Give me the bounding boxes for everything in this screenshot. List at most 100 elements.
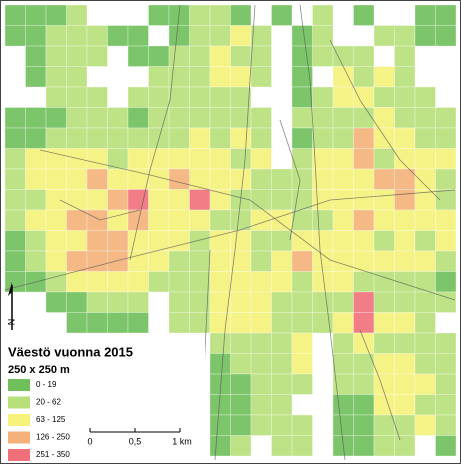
grid-cell bbox=[353, 86, 375, 108]
grid-cell bbox=[414, 107, 436, 129]
grid-cell bbox=[45, 4, 67, 26]
grid-cell bbox=[250, 189, 272, 211]
grid-cell bbox=[250, 25, 272, 47]
grid-cell bbox=[271, 250, 293, 272]
grid-cell bbox=[435, 209, 457, 231]
grid-cell bbox=[168, 312, 190, 334]
north-arrow-head bbox=[8, 282, 12, 296]
grid-cell bbox=[189, 148, 211, 170]
grid-cell bbox=[209, 66, 231, 88]
grid-cell bbox=[271, 4, 293, 26]
grid-cell bbox=[107, 107, 129, 129]
grid-cell bbox=[435, 148, 457, 170]
grid-cell bbox=[373, 353, 395, 375]
grid-cell bbox=[332, 271, 354, 293]
grid-cell bbox=[332, 107, 354, 129]
grid-cell bbox=[414, 4, 436, 26]
grid-cell bbox=[250, 168, 272, 190]
legend-swatch bbox=[8, 431, 30, 444]
grid-cell bbox=[66, 86, 88, 108]
grid-cell bbox=[332, 250, 354, 272]
grid-cell bbox=[66, 250, 88, 272]
grid-cell bbox=[168, 250, 190, 272]
grid-cell bbox=[414, 250, 436, 272]
grid-cell bbox=[394, 332, 416, 354]
grid-cell bbox=[435, 189, 457, 211]
legend-box bbox=[5, 340, 205, 460]
grid-cell bbox=[189, 86, 211, 108]
grid-cell bbox=[435, 230, 457, 252]
grid-cell bbox=[86, 230, 108, 252]
grid-cell bbox=[127, 45, 149, 67]
grid-cell bbox=[291, 25, 313, 47]
grid-cell bbox=[168, 127, 190, 149]
grid-cell bbox=[66, 312, 88, 334]
grid-cell bbox=[4, 4, 26, 26]
grid-cell bbox=[148, 230, 170, 252]
grid-cell bbox=[353, 45, 375, 67]
grid-cell bbox=[332, 209, 354, 231]
grid-cell bbox=[107, 189, 129, 211]
grid-cell bbox=[189, 209, 211, 231]
grid-cell bbox=[127, 271, 149, 293]
grid-cell bbox=[168, 86, 190, 108]
grid-cell bbox=[332, 230, 354, 252]
grid-cell bbox=[394, 230, 416, 252]
grid-cell bbox=[435, 127, 457, 149]
grid-cell bbox=[86, 168, 108, 190]
grid-cell bbox=[45, 148, 67, 170]
scale-label: 0,5 bbox=[129, 436, 142, 446]
grid-cell bbox=[414, 25, 436, 47]
grid-cell bbox=[168, 209, 190, 231]
population-grid bbox=[4, 4, 457, 457]
grid-cell bbox=[435, 291, 457, 313]
grid-cell bbox=[209, 312, 231, 334]
grid-cell bbox=[66, 168, 88, 190]
grid-cell bbox=[414, 414, 436, 436]
grid-cell bbox=[4, 209, 26, 231]
grid-cell bbox=[107, 209, 129, 231]
grid-cell bbox=[127, 25, 149, 47]
grid-cell bbox=[4, 250, 26, 272]
grid-cell bbox=[230, 435, 252, 457]
grid-cell bbox=[25, 168, 47, 190]
grid-cell bbox=[25, 230, 47, 252]
grid-cell bbox=[4, 168, 26, 190]
grid-cell bbox=[353, 271, 375, 293]
grid-cell bbox=[291, 353, 313, 375]
grid-cell bbox=[394, 45, 416, 67]
grid-cell bbox=[25, 148, 47, 170]
grid-cell bbox=[271, 230, 293, 252]
grid-cell bbox=[230, 414, 252, 436]
grid-cell bbox=[127, 86, 149, 108]
grid-cell bbox=[353, 66, 375, 88]
grid-cell bbox=[66, 230, 88, 252]
grid-cell bbox=[107, 230, 129, 252]
grid-cell bbox=[45, 45, 67, 67]
grid-cell bbox=[189, 168, 211, 190]
grid-cell bbox=[332, 353, 354, 375]
grid-cell bbox=[127, 107, 149, 129]
grid-cell bbox=[332, 45, 354, 67]
legend-label: 20 - 62 bbox=[36, 398, 61, 407]
grid-cell bbox=[66, 209, 88, 231]
grid-cell bbox=[127, 230, 149, 252]
grid-cell bbox=[353, 107, 375, 129]
grid-cell bbox=[332, 168, 354, 190]
grid-cell bbox=[45, 250, 67, 272]
grid-cell bbox=[127, 209, 149, 231]
grid-cell bbox=[271, 168, 293, 190]
grid-cell bbox=[4, 148, 26, 170]
grid-cell bbox=[4, 189, 26, 211]
scale-label: 0 bbox=[87, 436, 92, 446]
grid-cell bbox=[291, 86, 313, 108]
grid-cell bbox=[209, 148, 231, 170]
grid-cell bbox=[414, 230, 436, 252]
grid-cell bbox=[435, 107, 457, 129]
grid-cell bbox=[353, 230, 375, 252]
grid-cell bbox=[332, 127, 354, 149]
grid-cell bbox=[353, 414, 375, 436]
grid-cell bbox=[414, 127, 436, 149]
grid-cell bbox=[414, 291, 436, 313]
grid-cell bbox=[291, 45, 313, 67]
